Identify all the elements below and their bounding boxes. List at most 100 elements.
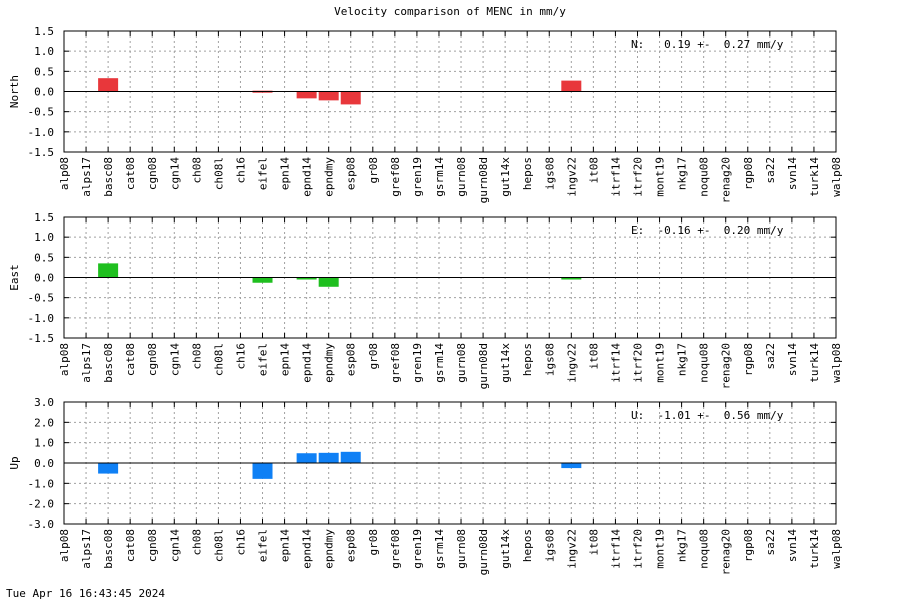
y-tick-label: 0.5: [34, 65, 54, 78]
x-tick-label: it08: [587, 343, 600, 370]
x-tick-label: gut14x: [499, 157, 512, 197]
x-tick-label: svn14: [786, 529, 799, 562]
x-tick-label: mont19: [654, 157, 667, 197]
x-tick-label: alp08: [58, 157, 71, 190]
x-tick-label: cgn08: [146, 157, 159, 190]
x-tick-label: nkg17: [676, 157, 689, 190]
x-tick-label: sa22: [764, 157, 777, 184]
x-tick-label: igs08: [543, 343, 556, 376]
bar-esp08: [340, 91, 361, 105]
x-tick-label: gr08: [367, 343, 380, 370]
x-tick-label: cgn14: [168, 529, 181, 562]
x-tick-label: ch08: [190, 157, 203, 184]
x-tick-label: ch16: [234, 157, 247, 184]
x-tick-label: itrf14: [609, 343, 622, 383]
x-tick-label: renag20: [720, 529, 733, 575]
y-axis-label: Up: [8, 456, 21, 469]
y-axis-label: East: [8, 264, 21, 291]
x-tick-label: cgn08: [146, 343, 159, 376]
x-tick-label: gurn08d: [477, 529, 490, 575]
x-tick-label: eifel: [257, 529, 270, 562]
x-tick-label: gurn08d: [477, 157, 490, 203]
x-tick-label: cat08: [124, 529, 137, 562]
bar-basc08: [98, 263, 119, 278]
x-tick-label: sa22: [764, 343, 777, 370]
x-tick-label: gurn08: [455, 343, 468, 383]
y-tick-label: 1.5: [34, 25, 54, 38]
x-tick-label: igs08: [543, 157, 556, 190]
x-tick-label: gsrm14: [433, 157, 446, 197]
x-tick-label: hepos: [521, 343, 534, 376]
x-tick-label: nkg17: [676, 343, 689, 376]
x-tick-label: epndmy: [323, 529, 336, 569]
bar-epndmy: [318, 91, 339, 101]
x-tick-label: epn14: [279, 343, 292, 376]
x-tick-label: epn14: [279, 529, 292, 562]
x-tick-label: turk14: [808, 343, 821, 383]
y-tick-label: -3.0: [28, 518, 55, 531]
y-tick-label: -1.0: [28, 477, 55, 490]
x-tick-label: itrf14: [609, 157, 622, 197]
x-tick-label: gref08: [389, 529, 402, 569]
x-tick-label: eifel: [257, 157, 270, 190]
x-tick-label: ingv22: [565, 343, 578, 383]
y-tick-label: 0.0: [34, 272, 54, 285]
y-tick-label: 2.0: [34, 416, 54, 429]
bar-epnd14: [296, 277, 317, 280]
x-tick-label: gurn08d: [477, 343, 490, 389]
x-tick-label: gren19: [411, 529, 424, 569]
x-tick-label: hepos: [521, 157, 534, 190]
bar-epnd14: [296, 91, 317, 99]
y-tick-label: 0.0: [34, 86, 54, 99]
y-tick-label: 1.5: [34, 211, 54, 224]
y-tick-label: 1.0: [34, 231, 54, 244]
x-tick-label: noqu08: [698, 343, 711, 383]
x-tick-label: ch08l: [212, 529, 225, 562]
x-tick-label: alp08: [58, 529, 71, 562]
x-tick-label: esp08: [345, 529, 358, 562]
x-tick-label: walp08: [830, 157, 843, 197]
y-tick-label: -1.0: [28, 126, 55, 139]
x-tick-label: itrf20: [631, 529, 644, 569]
x-tick-label: cat08: [124, 157, 137, 190]
x-tick-label: cgn14: [168, 343, 181, 376]
y-tick-label: -2.0: [28, 498, 55, 511]
x-tick-label: renag20: [720, 157, 733, 203]
x-tick-label: cat08: [124, 343, 137, 376]
plot-frame: [63, 401, 837, 525]
bar-epndmy: [318, 277, 339, 287]
x-tick-label: basc08: [102, 157, 115, 197]
x-tick-label: nkg17: [676, 529, 689, 562]
x-tick-label: epn14: [279, 157, 292, 190]
x-tick-label: rgp08: [742, 529, 755, 562]
x-tick-label: rgp08: [742, 157, 755, 190]
x-tick-label: esp08: [345, 157, 358, 190]
x-tick-label: it08: [587, 529, 600, 556]
x-tick-label: itrf20: [631, 157, 644, 197]
x-tick-label: ch08: [190, 343, 203, 370]
x-tick-label: epndmy: [323, 343, 336, 383]
x-tick-label: igs08: [543, 529, 556, 562]
x-tick-label: cgn14: [168, 157, 181, 190]
x-tick-label: gsrm14: [433, 343, 446, 383]
x-tick-label: sa22: [764, 529, 777, 556]
timestamp: Tue Apr 16 16:43:45 2024: [6, 587, 165, 600]
x-tick-label: mont19: [654, 343, 667, 383]
x-tick-label: epnd14: [301, 157, 314, 197]
x-tick-label: gren19: [411, 157, 424, 197]
x-tick-label: gr08: [367, 157, 380, 184]
x-tick-label: gref08: [389, 343, 402, 383]
chart-title: Velocity comparison of MENC in mm/y: [334, 5, 566, 18]
x-tick-label: ch16: [234, 529, 247, 556]
x-tick-label: ch16: [234, 343, 247, 370]
y-tick-label: -0.5: [28, 106, 55, 119]
y-tick-label: -1.5: [28, 332, 55, 345]
x-tick-label: gurn08: [455, 157, 468, 197]
y-tick-label: 1.0: [34, 45, 54, 58]
y-tick-label: 1.0: [34, 437, 54, 450]
x-tick-label: ingv22: [565, 529, 578, 569]
x-tick-label: cgn08: [146, 529, 159, 562]
x-tick-label: gref08: [389, 157, 402, 197]
x-tick-label: basc08: [102, 343, 115, 383]
